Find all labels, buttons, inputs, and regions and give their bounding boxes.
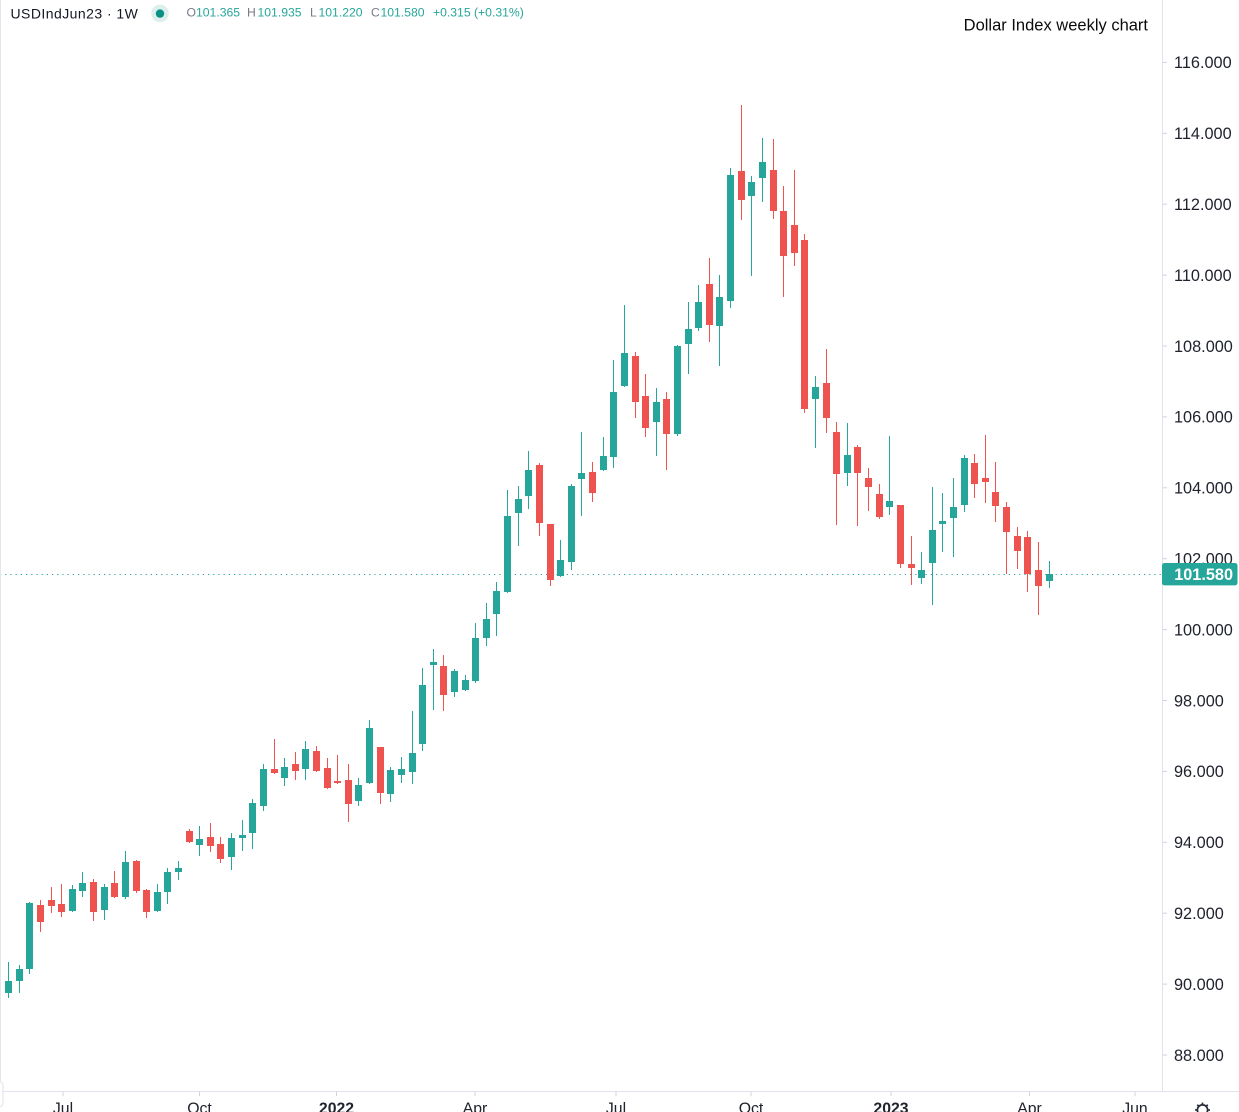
svg-text:Oct: Oct — [187, 1101, 212, 1112]
svg-text:101.580: 101.580 — [1174, 566, 1233, 584]
svg-text:Jul: Jul — [53, 1101, 73, 1112]
svg-text:Jul: Jul — [606, 1101, 626, 1112]
svg-text:92.000: 92.000 — [1174, 905, 1224, 923]
svg-text:106.000: 106.000 — [1174, 409, 1233, 427]
svg-text:88.000: 88.000 — [1174, 1047, 1224, 1065]
svg-text:Dollar Index weekly chart: Dollar Index weekly chart — [964, 17, 1149, 35]
svg-text:98.000: 98.000 — [1174, 692, 1224, 710]
svg-text:104.000: 104.000 — [1174, 480, 1233, 498]
svg-text:90.000: 90.000 — [1174, 976, 1224, 994]
svg-text:Jun: Jun — [1122, 1101, 1147, 1112]
svg-text:108.000: 108.000 — [1174, 338, 1233, 356]
svg-text:94.000: 94.000 — [1174, 834, 1224, 852]
svg-text:116.000: 116.000 — [1174, 54, 1232, 72]
svg-text:110.000: 110.000 — [1174, 267, 1232, 285]
svg-text:114.000: 114.000 — [1174, 125, 1232, 143]
svg-text:100.000: 100.000 — [1174, 621, 1233, 639]
svg-text:112.000: 112.000 — [1174, 196, 1232, 214]
svg-text:Apr: Apr — [1017, 1101, 1042, 1112]
svg-text:Oct: Oct — [739, 1101, 764, 1112]
svg-text:96.000: 96.000 — [1174, 763, 1224, 781]
svg-text:Apr: Apr — [463, 1101, 488, 1112]
svg-text:2023: 2023 — [873, 1101, 908, 1112]
svg-text:USDIndJun23 · 1W: USDIndJun23 · 1W — [11, 6, 139, 22]
svg-text:2022: 2022 — [319, 1101, 354, 1112]
